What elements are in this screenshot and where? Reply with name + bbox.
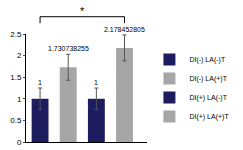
svg-text:0.5: 0.5 [10,116,22,125]
svg-text:1.5: 1.5 [10,73,22,82]
svg-text:0: 0 [17,138,22,147]
svg-text:2.5: 2.5 [10,30,22,39]
svg-text:DI(+) LA(-)T: DI(+) LA(-)T [189,94,227,102]
svg-text:DI(+) LA(+)T: DI(+) LA(+)T [189,113,229,121]
svg-text:2: 2 [17,51,22,60]
svg-text:DI(-) LA(-)T: DI(-) LA(-)T [189,56,225,64]
svg-text:DI(-) LA(+)T: DI(-) LA(+)T [189,75,227,83]
svg-text:1: 1 [17,95,22,104]
svg-text:1: 1 [38,79,42,86]
svg-text:*: * [80,5,85,17]
svg-text:2.178452805: 2.178452805 [104,26,145,33]
svg-text:1.730738255: 1.730738255 [48,45,89,52]
svg-text:1: 1 [94,79,98,86]
